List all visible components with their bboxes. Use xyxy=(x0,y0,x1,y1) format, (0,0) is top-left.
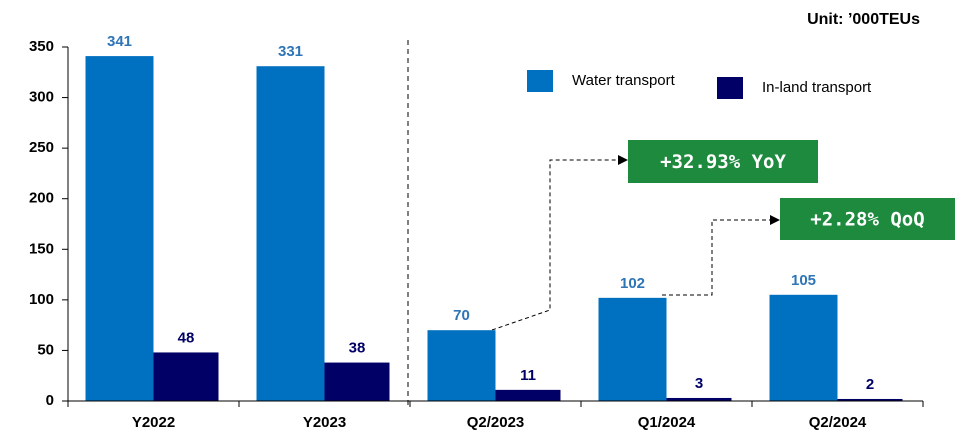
y-tick-label: 150 xyxy=(29,240,54,257)
x-tick-label: Q2/2024 xyxy=(809,414,867,431)
bar xyxy=(85,56,154,402)
unit-label: Unit: ’000TEUs xyxy=(807,11,920,28)
bar xyxy=(153,352,219,401)
annotation-box xyxy=(628,140,818,183)
legend-label: In-land transport xyxy=(762,79,872,96)
annotation: +32.93% YoY xyxy=(660,151,786,173)
bar xyxy=(495,389,561,401)
value-label: 70 xyxy=(453,307,470,324)
annotation: +2.28% QoQ xyxy=(810,209,924,231)
legend-swatch xyxy=(717,77,743,99)
annotation-box xyxy=(780,198,955,240)
value-label: 2 xyxy=(866,376,874,393)
value-label: 3 xyxy=(695,375,703,392)
y-tick-label: 0 xyxy=(46,392,54,409)
legend-swatch xyxy=(527,70,553,92)
y-tick-label: 350 xyxy=(29,38,54,55)
bar xyxy=(324,362,390,401)
bar xyxy=(769,294,838,401)
arrow xyxy=(662,219,772,296)
value-label: 331 xyxy=(278,43,303,60)
y-tick-label: 200 xyxy=(29,190,54,207)
y-tick-label: 100 xyxy=(29,291,54,308)
x-tick-label: Y2023 xyxy=(303,414,346,431)
value-label: 105 xyxy=(791,272,816,289)
value-label: 38 xyxy=(349,340,366,357)
bar xyxy=(427,330,496,401)
value-label: 341 xyxy=(107,33,132,50)
arrow-head xyxy=(618,155,628,165)
value-label: 11 xyxy=(520,367,536,384)
value-label: 102 xyxy=(620,275,645,292)
value-label: 48 xyxy=(178,329,195,346)
bar xyxy=(837,398,903,401)
y-tick-label: 300 xyxy=(29,89,54,106)
bar xyxy=(256,66,325,402)
legend-label: Water transport xyxy=(572,72,676,89)
x-tick-label: Q2/2023 xyxy=(467,414,525,431)
x-tick-label: Y2022 xyxy=(132,414,175,431)
arrow-head xyxy=(770,215,780,225)
arrow xyxy=(491,159,620,331)
bar xyxy=(666,397,732,401)
y-tick-label: 50 xyxy=(37,341,54,358)
x-tick-label: Q1/2024 xyxy=(638,414,696,431)
bar xyxy=(598,297,667,401)
y-tick-label: 250 xyxy=(29,139,54,156)
